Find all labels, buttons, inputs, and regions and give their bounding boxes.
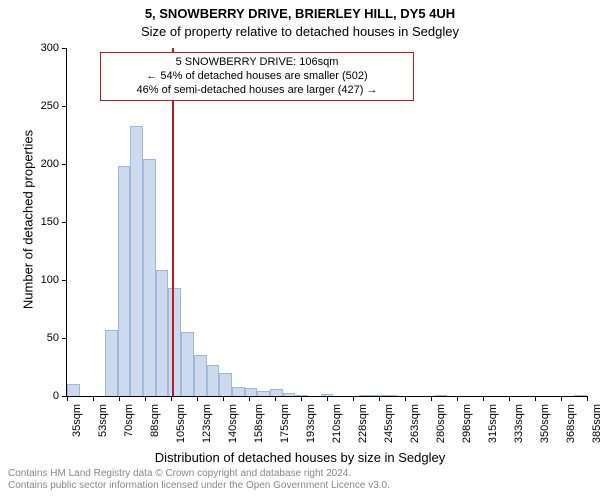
x-tick-label: 158sqm bbox=[253, 404, 265, 454]
histogram-bar bbox=[156, 270, 169, 396]
x-tick-label: 315sqm bbox=[487, 404, 499, 454]
x-tick-label: 333sqm bbox=[513, 404, 525, 454]
histogram-bar bbox=[143, 159, 156, 396]
histogram-bar bbox=[168, 288, 181, 396]
x-axis-label: Distribution of detached houses by size … bbox=[0, 450, 600, 465]
histogram-bar bbox=[257, 391, 270, 396]
histogram-bar bbox=[181, 332, 194, 396]
histogram-bar bbox=[359, 395, 372, 396]
x-tick-label: 228sqm bbox=[357, 404, 369, 454]
x-tick bbox=[223, 396, 224, 401]
annotation-line1: 5 SNOWBERRY DRIVE: 106sqm bbox=[107, 56, 407, 70]
x-tick bbox=[379, 396, 380, 401]
x-tick bbox=[145, 396, 146, 401]
x-tick-label: 53sqm bbox=[97, 404, 109, 454]
histogram-bar bbox=[232, 387, 245, 396]
histogram-bar bbox=[105, 330, 118, 396]
histogram-bar bbox=[245, 388, 258, 396]
x-tick-label: 263sqm bbox=[409, 404, 421, 454]
x-tick bbox=[197, 396, 198, 401]
x-tick-label: 175sqm bbox=[279, 404, 291, 454]
y-tick bbox=[62, 164, 67, 165]
x-tick-label: 123sqm bbox=[201, 404, 213, 454]
histogram-bar bbox=[384, 395, 397, 396]
x-tick bbox=[353, 396, 354, 401]
chart-area: 05010015020025030035sqm53sqm70sqm88sqm10… bbox=[66, 48, 586, 396]
x-tick-label: 350sqm bbox=[539, 404, 551, 454]
x-tick-label: 193sqm bbox=[305, 404, 317, 454]
x-tick bbox=[275, 396, 276, 401]
x-tick-label: 298sqm bbox=[461, 404, 473, 454]
x-tick-label: 35sqm bbox=[71, 404, 83, 454]
figure-container: 5, SNOWBERRY DRIVE, BRIERLEY HILL, DY5 4… bbox=[0, 0, 600, 500]
footer-line1: Contains HM Land Registry data © Crown c… bbox=[8, 468, 592, 480]
x-tick bbox=[561, 396, 562, 401]
annotation-line3: 46% of semi-detached houses are larger (… bbox=[107, 84, 407, 98]
histogram-bar bbox=[130, 126, 143, 396]
x-tick bbox=[535, 396, 536, 401]
histogram-bar bbox=[194, 355, 207, 396]
footer-attribution: Contains HM Land Registry data © Crown c… bbox=[0, 468, 600, 492]
x-tick bbox=[587, 396, 588, 401]
x-tick bbox=[249, 396, 250, 401]
annotation-line2: ← 54% of detached houses are smaller (50… bbox=[107, 70, 407, 84]
x-tick bbox=[119, 396, 120, 401]
histogram-bar bbox=[371, 395, 384, 396]
figure-title-address: 5, SNOWBERRY DRIVE, BRIERLEY HILL, DY5 4… bbox=[0, 6, 600, 21]
x-tick-label: 105sqm bbox=[175, 404, 187, 454]
histogram-bar bbox=[270, 389, 283, 396]
x-tick bbox=[67, 396, 68, 401]
x-tick bbox=[405, 396, 406, 401]
x-tick bbox=[171, 396, 172, 401]
x-tick-label: 368sqm bbox=[565, 404, 577, 454]
x-tick-label: 70sqm bbox=[123, 404, 135, 454]
y-tick bbox=[62, 106, 67, 107]
annotation-box: 5 SNOWBERRY DRIVE: 106sqm ← 54% of detac… bbox=[100, 52, 414, 101]
histogram-bar bbox=[283, 393, 296, 396]
y-tick bbox=[62, 222, 67, 223]
x-tick-label: 88sqm bbox=[149, 404, 161, 454]
histogram-bar bbox=[67, 384, 80, 396]
histogram-bar bbox=[207, 365, 220, 396]
x-tick bbox=[457, 396, 458, 401]
histogram-bar bbox=[219, 373, 232, 396]
histogram-bar bbox=[435, 395, 448, 396]
x-tick-label: 140sqm bbox=[227, 404, 239, 454]
x-tick bbox=[431, 396, 432, 401]
y-tick bbox=[62, 280, 67, 281]
x-tick-label: 385sqm bbox=[591, 404, 600, 454]
figure-subtitle: Size of property relative to detached ho… bbox=[0, 24, 600, 39]
x-tick bbox=[483, 396, 484, 401]
x-tick bbox=[509, 396, 510, 401]
x-tick bbox=[301, 396, 302, 401]
y-axis-label: Number of detached properties bbox=[21, 46, 36, 394]
y-tick bbox=[62, 48, 67, 49]
x-tick bbox=[93, 396, 94, 401]
histogram-bar bbox=[574, 395, 587, 396]
x-tick-label: 210sqm bbox=[331, 404, 343, 454]
x-tick-label: 245sqm bbox=[383, 404, 395, 454]
footer-line2: Contains public sector information licen… bbox=[8, 480, 592, 492]
x-tick bbox=[327, 396, 328, 401]
x-tick-label: 280sqm bbox=[435, 404, 447, 454]
histogram-bar bbox=[118, 166, 131, 396]
y-tick bbox=[62, 338, 67, 339]
